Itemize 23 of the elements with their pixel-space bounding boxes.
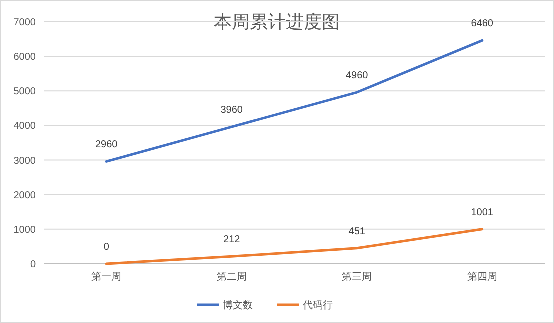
line-series bbox=[105, 228, 484, 266]
legend-label: 代码行 bbox=[302, 300, 333, 312]
y-tick-label: 3000 bbox=[14, 156, 36, 167]
y-tick-label: 4000 bbox=[14, 121, 36, 132]
legend-label: 博文数 bbox=[223, 300, 253, 312]
x-tick-label: 第二周 bbox=[216, 271, 247, 283]
y-tick-label: 6000 bbox=[14, 52, 36, 64]
data-label: 451 bbox=[348, 226, 366, 238]
data-label: 1001 bbox=[471, 207, 494, 218]
x-tick-label: 第四周 bbox=[467, 271, 498, 283]
y-tick-label: 7000 bbox=[14, 18, 36, 28]
x-tick-label: 第三周 bbox=[342, 271, 372, 283]
y-tick-label: 1000 bbox=[14, 224, 36, 236]
data-label: 0 bbox=[104, 242, 110, 253]
x-tick-label: 第一周 bbox=[92, 271, 122, 283]
y-tick-label: 5000 bbox=[14, 86, 36, 98]
data-label: 6460 bbox=[471, 18, 494, 30]
y-tick-label: 0 bbox=[30, 260, 36, 270]
y-tick-label: 2000 bbox=[14, 190, 36, 202]
data-label: 4960 bbox=[346, 70, 369, 82]
data-label: 2960 bbox=[96, 140, 118, 151]
data-label: 212 bbox=[224, 234, 241, 246]
data-label: 3960 bbox=[220, 105, 244, 116]
